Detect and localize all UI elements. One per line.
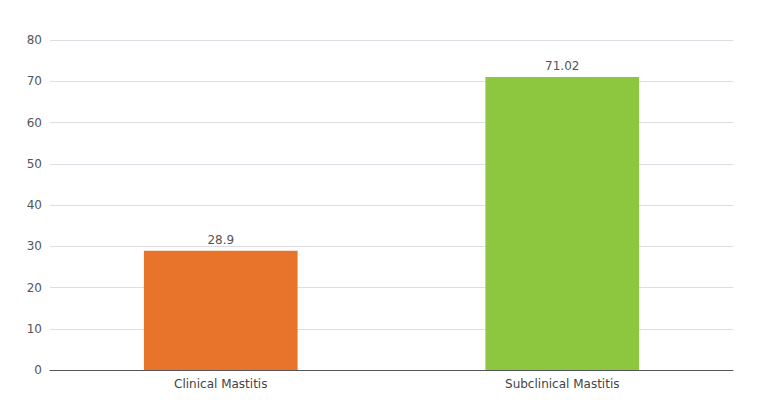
svg-text:Clinical Mastitis: Clinical Mastitis <box>174 377 267 391</box>
svg-text:Subclinical Mastitis: Subclinical Mastitis <box>505 377 619 391</box>
svg-text:30: 30 <box>27 239 42 253</box>
svg-text:28.9: 28.9 <box>207 233 234 247</box>
svg-text:50: 50 <box>27 157 42 171</box>
svg-text:20: 20 <box>27 281 42 295</box>
svg-text:70: 70 <box>27 74 42 88</box>
svg-text:40: 40 <box>27 198 42 212</box>
svg-text:0: 0 <box>34 363 42 377</box>
svg-text:80: 80 <box>27 33 42 47</box>
svg-text:71.02: 71.02 <box>545 59 579 73</box>
svg-text:60: 60 <box>27 116 42 130</box>
svg-text:10: 10 <box>27 322 42 336</box>
